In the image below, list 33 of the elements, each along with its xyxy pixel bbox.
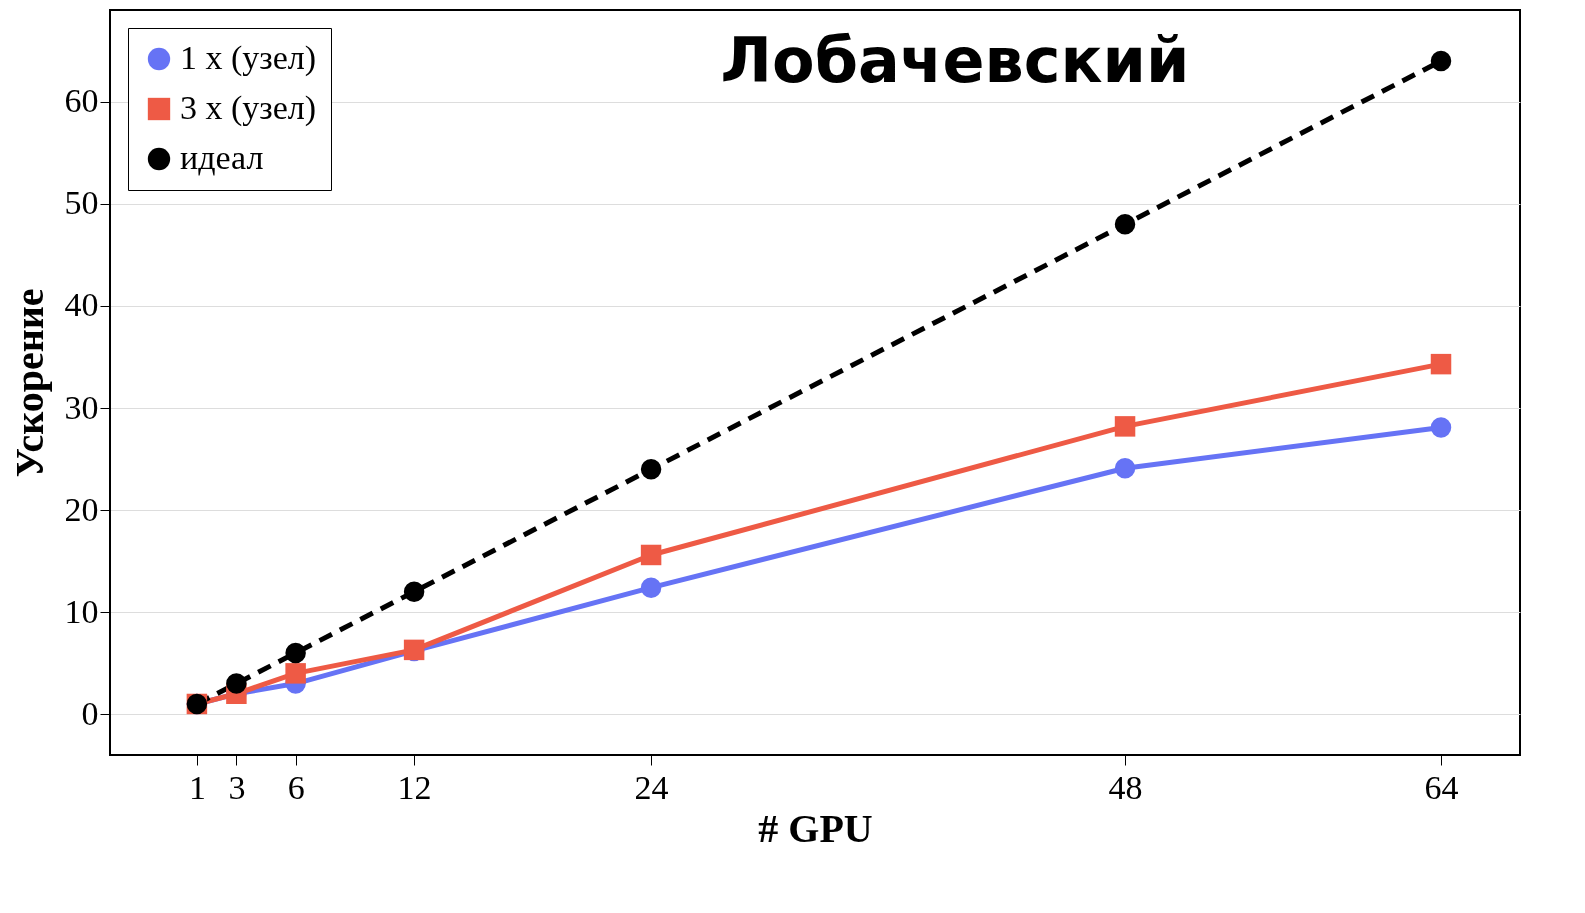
x-axis-title: # GPU [758,805,873,851]
y-tick-label: 40 [64,286,99,324]
point [640,459,662,480]
x-tick-label: 24 [634,768,669,806]
legend-label: 1 x (узел) [180,39,317,77]
chart-title: Лобачевский [720,24,1190,97]
point [285,663,306,684]
y-tick-label: 30 [64,388,99,426]
x-tick-label: 1 [188,768,206,806]
y-tick-label: 20 [64,490,99,528]
point [285,642,306,664]
point [403,581,425,602]
point [640,577,662,598]
x-tick-label: 48 [1108,768,1143,806]
x-tick-label: 3 [228,768,246,806]
point [1114,458,1136,479]
point [640,544,662,566]
point [1114,214,1136,235]
y-tick-label: 0 [81,694,99,732]
x-tick-label: 12 [397,768,432,806]
point [1114,416,1136,437]
legend-label: 3 x (узел) [180,89,317,127]
y-tick-label: 60 [64,82,99,120]
point [1430,50,1452,72]
point [1430,353,1452,375]
y-tick-label: 50 [64,184,99,222]
point [1430,417,1452,438]
point [226,673,247,694]
x-tick-label: 6 [287,768,305,806]
y-axis-title: Ускорение [6,288,52,478]
legend-label: идеал [180,139,264,176]
y-tick-label: 10 [64,592,99,630]
x-tick-label: 64 [1424,768,1459,806]
